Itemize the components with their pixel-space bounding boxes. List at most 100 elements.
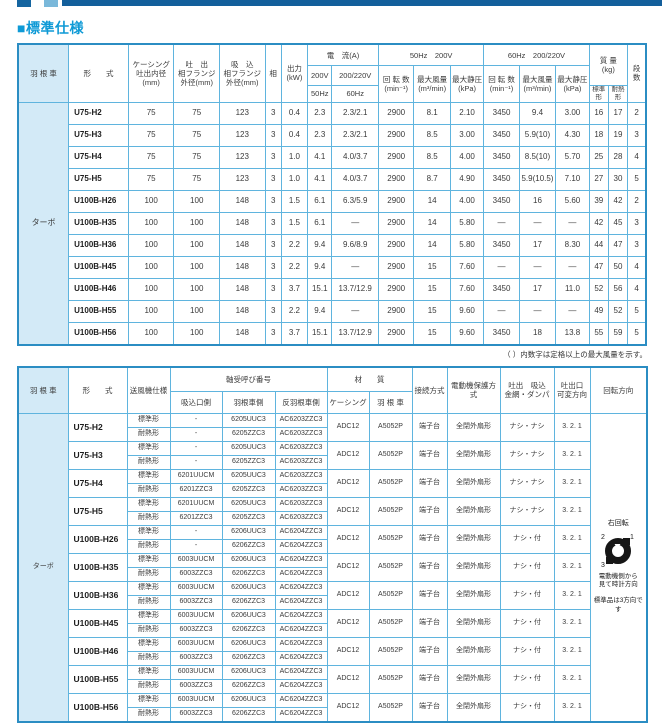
outlet-direction-cell: 3. 2. 1 <box>553 692 591 723</box>
value-cell-speed50: 2900 <box>377 255 415 279</box>
value-cell-casing: 100 <box>127 233 175 257</box>
construction-row: 耐熱形 -6206ZZC3 AC6204ZZC3 <box>18 538 647 554</box>
bearing-suction-cell: 6003UUCM <box>169 580 223 596</box>
bearing-suction-cell: 6003UUCM <box>169 608 223 624</box>
model-cell: U100B-H36 <box>68 233 129 257</box>
bearing-suction-cell: - <box>169 412 223 428</box>
value-cell-suction: 123 <box>219 145 266 169</box>
press-60hz-header: 最大静圧 (kPa) <box>555 65 590 103</box>
value-cell-speed60: 3450 <box>483 123 520 147</box>
value-cell-phase: 3 <box>264 145 282 169</box>
protection-cell: 全閉外扇形 <box>446 580 501 610</box>
flow-50hz-header: 最大風量 (m³/min) <box>413 65 451 103</box>
value-cell-mass_std: 52 <box>588 277 609 301</box>
spec-row: U100B-H56 100 100 148 3 3.7 15.1 13.7/12.9 2900 1… <box>18 321 647 346</box>
bearing-opposite-cell: AC6204ZZC3 <box>274 650 328 666</box>
bearing-impeller-cell: 6205ZZC3 <box>221 510 276 526</box>
bearing-impeller-cell: 6206UUC3 <box>221 608 276 624</box>
bearing-suction-header: 吸込口側 <box>169 390 223 414</box>
svg-text:1: 1 <box>630 534 634 541</box>
value-cell-flow50: 14 <box>413 211 451 235</box>
value-cell-casing: 75 <box>127 123 175 147</box>
value-cell-discharge: 100 <box>173 255 221 279</box>
connection-cell: 端子台 <box>411 608 448 638</box>
value-cell-speed50: 2900 <box>377 211 415 235</box>
blower-spec-cell: 耐熱形 <box>126 454 171 470</box>
page-topbar <box>0 0 662 8</box>
value-cell-phase: 3 <box>264 255 282 279</box>
spec-row: ターボ U75-H2 75 75 123 3 0.4 2.3 2.3/2.1 2900 8.1 2.1… <box>17 101 647 346</box>
value-cell-press60: 7.10 <box>555 167 590 191</box>
value-cell-discharge: 75 <box>173 145 221 169</box>
bearing-suction-cell: 6003ZZC3 <box>169 622 223 638</box>
value-cell-output: 1.5 <box>280 189 309 213</box>
value-cell-mass_heat: 50 <box>607 255 629 279</box>
value-cell-press50: 4.00 <box>449 145 485 169</box>
blower-spec-cell: 耐熱形 <box>126 482 171 498</box>
blower-spec-cell: 標準形 <box>126 580 171 596</box>
value-cell-casing: 75 <box>127 101 175 125</box>
value-cell-speed50: 2900 <box>377 277 415 301</box>
value-cell-suction: 148 <box>219 233 266 257</box>
outlet-direction-cell: 3. 2. 1 <box>553 608 591 638</box>
value-cell-speed60: 3450 <box>483 145 520 169</box>
value-cell-a200_220: 2.3/2.1 <box>331 101 379 125</box>
bearing-impeller-cell: 6205ZZC3 <box>221 426 276 442</box>
value-cell-phase: 3 <box>264 211 282 235</box>
construction-row: 耐熱形 6003ZZC3 6206ZZC3 AC6204ZZC3 <box>18 622 647 638</box>
protection-cell: 全閉外扇形 <box>446 608 501 638</box>
bearing-suction-cell: 6003UUCM <box>169 664 223 680</box>
model-header: 形 式 <box>68 43 129 103</box>
value-cell-a200: 4.1 <box>307 167 333 191</box>
value-cell-a200_220: 6.3/5.9 <box>331 189 379 213</box>
blower-spec-header: 送風機仕様 <box>126 366 171 414</box>
value-cell-press60: 4.30 <box>555 123 590 147</box>
value-cell-stages: 5 <box>627 299 647 323</box>
screen-damper-cell: ナシ・付 <box>499 636 555 666</box>
bearing-impeller-cell: 6206ZZC3 <box>221 622 276 638</box>
blower-spec-cell: 標準形 <box>126 692 171 708</box>
value-cell-discharge: 75 <box>173 123 221 147</box>
value-cell-flow60: 5.9(10) <box>518 123 557 147</box>
material-impeller-cell: A5052P <box>368 636 413 666</box>
screen-damper-cell: ナシ・付 <box>499 608 555 638</box>
bearing-group-header: 軸受呼び番号 <box>169 366 328 392</box>
value-cell-a200: 2.3 <box>307 123 333 147</box>
bearing-opposite-cell: AC6204ZZC3 <box>274 552 328 568</box>
blower-spec-cell: 標準形 <box>126 412 171 428</box>
value-cell-flow60: — <box>518 299 557 323</box>
bearing-opposite-cell: AC6204ZZC3 <box>274 608 328 624</box>
value-cell-flow60: 5.9(10.5) <box>518 167 557 191</box>
value-cell-flow60: — <box>518 211 557 235</box>
bearing-opposite-cell: AC6204ZZC3 <box>274 580 328 596</box>
model-cell: U100B-H26 <box>68 189 129 213</box>
material-casing-cell: ADC12 <box>326 692 370 723</box>
value-cell-a200: 4.1 <box>307 145 333 169</box>
protection-cell: 全閉外扇形 <box>446 496 501 526</box>
value-cell-a200_220: — <box>331 299 379 323</box>
value-cell-discharge: 75 <box>173 101 221 125</box>
value-cell-mass_heat: 56 <box>607 277 629 301</box>
material-casing-cell: ADC12 <box>326 468 370 498</box>
bearing-suction-cell: - <box>169 440 223 456</box>
construction-spec-header: 羽 根 車 形 式 送風機仕様 軸受呼び番号 材 質 接続方式 電動機保護方式 … <box>17 366 648 414</box>
model-cell: U75-H3 <box>67 440 128 470</box>
material-impeller-cell: A5052P <box>368 608 413 638</box>
current-50hz-header: 50Hz <box>307 85 333 103</box>
model-cell: U100B-H46 <box>67 636 128 666</box>
flow-60hz-header: 最大風量 (m³/min) <box>518 65 557 103</box>
value-cell-stages: 4 <box>627 277 647 301</box>
construction-row: 耐熱形 6003ZZC3 6206ZZC3 AC6204ZZC3 <box>18 566 647 582</box>
model-cell: U100B-H56 <box>68 321 129 346</box>
outlet-direction-cell: 3. 2. 1 <box>553 412 591 442</box>
value-cell-mass_heat: 30 <box>607 167 629 191</box>
value-cell-mass_std: 47 <box>588 255 609 279</box>
speed-60hz-header: 回 転 数 (min⁻¹) <box>483 65 520 103</box>
value-cell-suction: 148 <box>219 321 266 346</box>
spec-row: U100B-H45 100 100 148 3 2.2 9.4—2900 15 7.60— — —4… <box>18 255 647 279</box>
bearing-suction-cell: - <box>169 454 223 470</box>
value-cell-stages: 2 <box>627 189 647 213</box>
value-cell-flow60: 8.5(10) <box>518 145 557 169</box>
current-200-220v-header: 200/220V <box>331 65 379 86</box>
value-cell-output: 2.2 <box>280 299 309 323</box>
